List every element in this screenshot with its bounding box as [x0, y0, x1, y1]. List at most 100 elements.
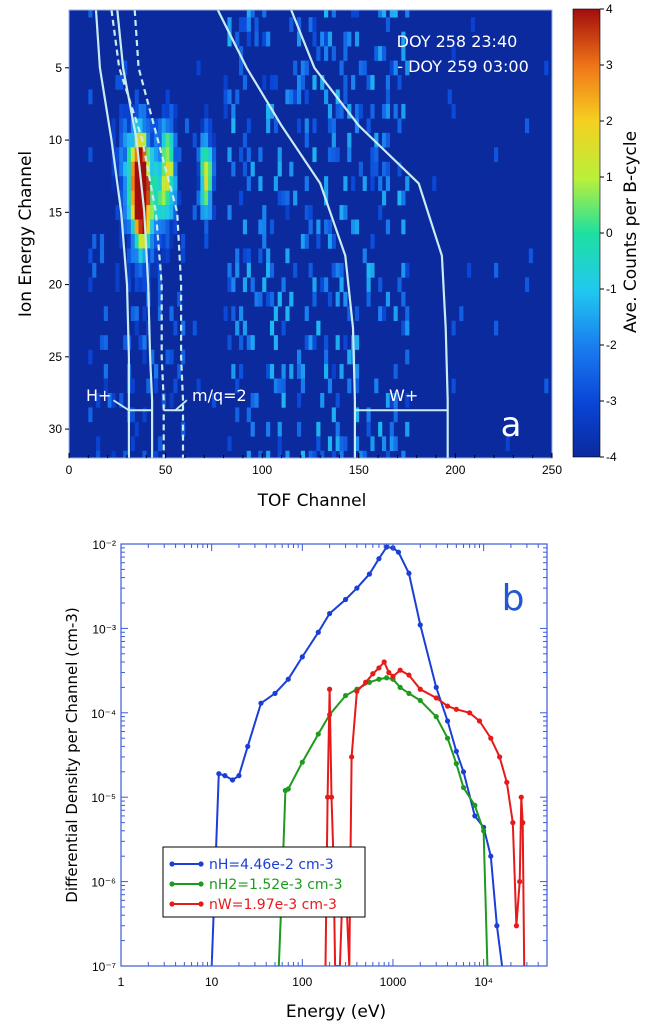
- heatmap-cell: [401, 262, 406, 278]
- heatmap-cell: [381, 190, 387, 206]
- heatmap-cell: [161, 392, 166, 408]
- heatmap-cell: [150, 349, 155, 365]
- heatmap-cell: [126, 277, 132, 293]
- series-point-w: [488, 735, 494, 741]
- heatmap-cell: [397, 75, 402, 90]
- heatmap-cell: [250, 277, 255, 293]
- heatmap-cell: [142, 190, 147, 206]
- heatmap-cell: [269, 75, 275, 90]
- heatmap-cell: [150, 219, 155, 235]
- heatmap-cell: [273, 75, 278, 90]
- heatmap-cell: [115, 205, 120, 220]
- heatmap-cell: [335, 392, 340, 408]
- heatmap-cell: [223, 89, 228, 105]
- heatmap-cell: [378, 421, 383, 437]
- heatmap-cell: [281, 378, 286, 394]
- heatmap-cell: [316, 320, 321, 336]
- heatmap-cell: [154, 132, 159, 148]
- heatmap-cell: [130, 205, 135, 220]
- series-point-h2: [433, 714, 439, 720]
- heatmap-cell: [293, 262, 298, 278]
- b-x-tick-label: 1000: [380, 975, 407, 989]
- heatmap-cell: [405, 306, 410, 322]
- heatmap-cell: [285, 306, 290, 322]
- heatmap-cell: [96, 392, 101, 408]
- heatmap-cell: [354, 103, 360, 119]
- colorbar-tick-label: 4: [606, 2, 613, 16]
- heatmap-cell: [239, 335, 244, 350]
- b-y-tick-label: 10⁻⁵: [91, 791, 116, 805]
- heatmap-cell: [142, 132, 147, 148]
- heatmap-cell: [126, 176, 132, 191]
- series-point-h2: [460, 784, 467, 791]
- heatmap-cell: [177, 364, 182, 379]
- heatmap-cell: [119, 147, 124, 163]
- heatmap-cell: [161, 176, 166, 191]
- series-point-h: [472, 813, 478, 819]
- time-range-line1: DOY 258 23:40: [397, 32, 518, 51]
- heatmap-cell: [366, 118, 371, 134]
- heatmap-cell: [227, 277, 232, 293]
- heatmap-cell: [343, 291, 348, 307]
- heatmap-cell: [285, 190, 290, 206]
- panel-b-ylabel: Differential Density per Channel (cm-3): [63, 607, 81, 902]
- heatmap-cell: [250, 421, 255, 437]
- heatmap-cell: [250, 335, 255, 350]
- heatmap-cell: [142, 450, 147, 458]
- heatmap-cell: [246, 335, 251, 350]
- heatmap-cell: [161, 205, 166, 220]
- heatmap-cell: [146, 378, 151, 394]
- heatmap-cell: [331, 10, 336, 18]
- heatmap-cell: [389, 436, 394, 452]
- colorbar-tick-label: 2: [606, 114, 613, 128]
- heatmap-cell: [161, 103, 166, 119]
- heatmap-cell: [304, 306, 309, 322]
- heatmap-cell: [231, 103, 236, 119]
- heatmap-cell: [169, 306, 174, 322]
- series-point-h: [406, 570, 412, 576]
- heatmap-cell: [300, 378, 306, 394]
- colorbar: [573, 9, 600, 457]
- heatmap-cell: [138, 335, 143, 350]
- heatmap-cell: [115, 277, 120, 293]
- heatmap-cell: [204, 161, 209, 177]
- series-point-w: [444, 703, 451, 709]
- heatmap-cell: [227, 335, 232, 350]
- series-point-h2: [342, 692, 349, 699]
- heatmap-cell: [262, 234, 267, 249]
- heatmap-cell: [165, 190, 170, 206]
- series-point-h: [488, 853, 494, 859]
- heatmap-cell: [242, 320, 248, 336]
- heatmap-cell: [277, 436, 282, 452]
- heatmap-cell: [308, 17, 313, 32]
- heatmap-cell: [154, 118, 159, 134]
- series-point-h: [315, 629, 321, 635]
- heatmap-cell: [312, 75, 317, 90]
- heatmap-cell: [111, 161, 116, 177]
- heatmap-cell: [250, 10, 255, 18]
- heatmap-cell: [351, 219, 356, 235]
- heatmap-cell: [277, 450, 282, 458]
- heatmap-cell: [208, 205, 213, 220]
- heatmap-cell: [385, 75, 391, 90]
- colorbar-tick-label: 1: [606, 170, 613, 184]
- legend-marker-h: [198, 861, 204, 867]
- panel-b-axes: 1 10 100 1000 10⁴ 10⁻² 10⁻³ 10⁻⁴ 10⁻⁵ 10⁻⁶ 10⁻⁷: [91, 538, 548, 989]
- heatmap-cell: [150, 248, 155, 264]
- heatmap-cell: [354, 31, 360, 47]
- heatmap-cell: [200, 118, 205, 134]
- colorbar-tick-label: -1: [606, 282, 617, 296]
- heatmap-cell: [405, 421, 410, 437]
- panel-b-frame: [120, 543, 548, 967]
- heatmap-cell: [405, 10, 410, 18]
- heatmap-cell: [142, 262, 147, 278]
- heatmap-cell: [204, 103, 209, 119]
- heatmap-cell: [134, 248, 139, 264]
- legend-marker-h2: [169, 881, 175, 887]
- series-point-h2: [453, 761, 459, 767]
- heatmap-cell: [312, 147, 317, 163]
- heatmap-cell: [385, 17, 391, 32]
- series-point-w: [466, 710, 473, 716]
